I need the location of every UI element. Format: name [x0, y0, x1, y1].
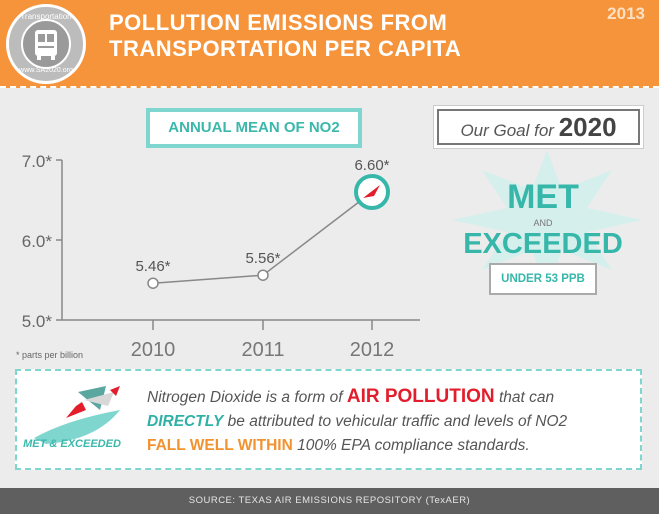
goal-threshold-box: UNDER 53 PPB: [489, 263, 597, 295]
source-text: SOURCE: TEXAS AIR EMISSIONS REPOSITORY (…: [188, 495, 471, 506]
logo-top-text: Transportation: [20, 12, 72, 21]
data-label: 6.60*: [354, 157, 389, 174]
chart-footnote: * parts per billion: [16, 350, 84, 360]
header-banner: Transportation www.SA2020.org POLLUTION …: [0, 0, 659, 88]
info-text-5: be attributed to vehicular traffic and l…: [223, 413, 568, 430]
goal-year: 2020: [558, 112, 617, 142]
goal-prefix: Our Goal for: [460, 121, 554, 140]
transportation-logo: Transportation www.SA2020.org: [6, 4, 86, 84]
page-title-line2: TRANSPORTATION PER CAPITA: [109, 36, 462, 61]
no2-line-chart: 7.0* 6.0* 5.0* 2010 2011 2012 5.46* 5.56* 6.60*: [22, 152, 420, 361]
page-title: POLLUTION EMISSIONS FROM TRANSPORTATION …: [109, 10, 559, 62]
bus-icon: [21, 19, 71, 69]
info-fall-well-within: FALL WELL WITHIN: [147, 437, 293, 454]
page-title-line1: POLLUTION EMISSIONS FROM: [109, 10, 448, 35]
rocket-icon: [363, 185, 380, 198]
x-tick-label: 2011: [241, 339, 284, 361]
x-tick-label: 2010: [131, 339, 176, 361]
chart-title-box: ANNUAL MEAN OF NO2: [146, 108, 362, 148]
goal-text: Our Goal for 2020: [439, 111, 638, 147]
year-tag: 2013: [607, 4, 645, 23]
info-text-7: 100% EPA compliance standards.: [292, 437, 530, 454]
exceeded-label: EXCEEDED: [463, 228, 623, 260]
chart-title: ANNUAL MEAN OF NO2: [168, 119, 340, 136]
y-tick-label: 5.0*: [22, 312, 53, 331]
badge-label: MET & EXCEEDED: [23, 438, 121, 450]
y-tick-label: 6.0*: [22, 232, 53, 251]
starburst-icon: [452, 150, 642, 290]
info-text-1: Nitrogen Dioxide is a form of: [147, 389, 347, 406]
data-point: [257, 269, 269, 281]
info-text: Nitrogen Dioxide is a form of AIR POLLUT…: [147, 385, 627, 458]
met-label: MET: [507, 178, 579, 216]
info-directly: DIRECTLY: [147, 413, 224, 430]
footer: SOURCE: TEXAS AIR EMISSIONS REPOSITORY (…: [0, 488, 659, 514]
data-label: 5.56*: [245, 250, 280, 267]
data-point: [147, 277, 159, 289]
x-tick-label: 2012: [350, 339, 395, 361]
info-text-3: that can: [494, 389, 555, 406]
goal-box: Our Goal for 2020: [437, 109, 640, 145]
y-tick-label: 7.0*: [22, 152, 53, 171]
data-label: 5.46*: [135, 258, 170, 275]
logo-bottom-text: www.SA2020.org: [19, 67, 73, 74]
and-label: AND: [533, 218, 553, 228]
info-air-pollution: AIR POLLUTION: [346, 386, 495, 407]
goal-threshold: UNDER 53 PPB: [501, 273, 585, 285]
rocket-badge-icon: [34, 386, 120, 444]
info-box: [15, 369, 642, 470]
